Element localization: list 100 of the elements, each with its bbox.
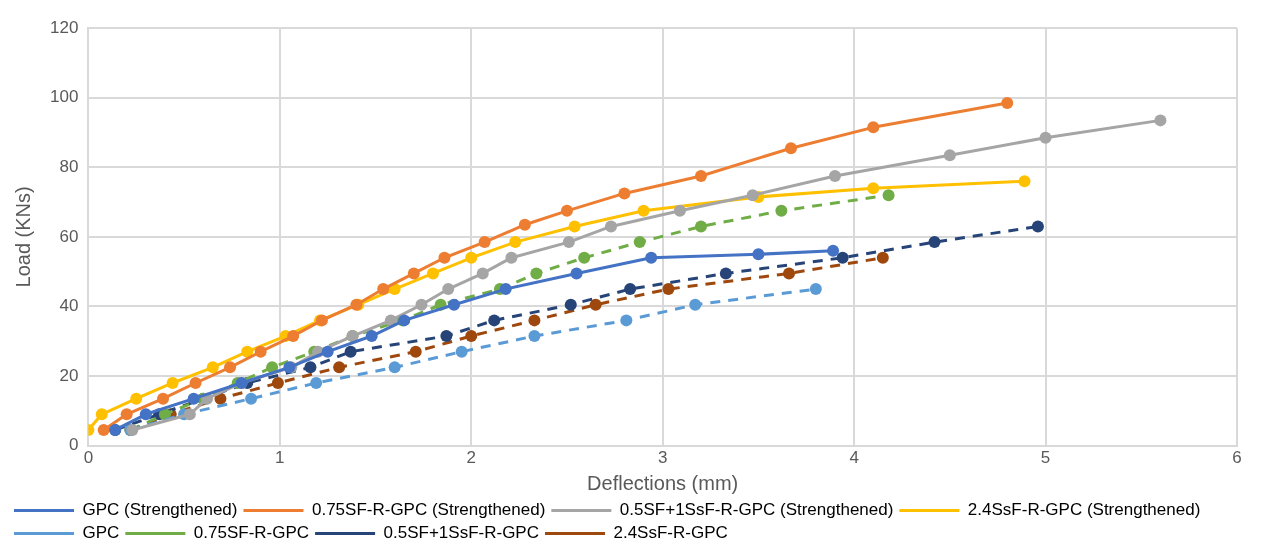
point: [377, 283, 390, 296]
point: [442, 283, 455, 296]
point: [673, 204, 686, 217]
point: [589, 298, 602, 311]
legend-label: GPC (Strengthened): [82, 500, 238, 520]
point: [867, 182, 880, 195]
point: [438, 251, 451, 264]
point: [719, 267, 732, 280]
point: [120, 408, 133, 421]
y-axis-title: Load (KNs): [11, 186, 34, 288]
point: [488, 314, 501, 327]
point: [562, 236, 575, 249]
point: [1031, 220, 1044, 233]
point: [455, 345, 468, 358]
point: [465, 330, 478, 343]
point: [530, 267, 543, 280]
x-tick-label: 3: [657, 448, 668, 468]
point: [645, 251, 658, 264]
point: [827, 244, 840, 257]
point: [783, 267, 796, 280]
point: [310, 376, 323, 389]
point: [1039, 131, 1052, 144]
point: [365, 330, 378, 343]
point: [694, 220, 707, 233]
point: [620, 314, 633, 327]
point: [560, 204, 573, 217]
point: [528, 330, 541, 343]
point: [604, 220, 617, 233]
point: [867, 121, 880, 134]
point: [465, 251, 478, 264]
point: [448, 298, 461, 311]
point: [528, 314, 541, 327]
point: [662, 283, 675, 296]
point: [287, 330, 300, 343]
point: [415, 298, 428, 311]
point: [426, 267, 439, 280]
point: [344, 345, 357, 358]
point: [407, 267, 420, 280]
legend-label: 0.5SF+1SsF-R-GPC (Strengthened): [619, 500, 894, 520]
point: [499, 283, 512, 296]
x-tick-label: 0: [83, 448, 94, 468]
point: [882, 189, 895, 202]
point: [876, 251, 889, 264]
point: [476, 267, 489, 280]
point: [518, 218, 531, 231]
point: [689, 298, 702, 311]
y-tick-label: 80: [59, 157, 79, 177]
x-axis-title: Deflections (mm): [587, 471, 739, 494]
point: [784, 142, 797, 155]
point: [130, 392, 143, 405]
point: [304, 361, 317, 374]
point: [618, 187, 631, 200]
point: [478, 236, 491, 249]
point: [187, 392, 200, 405]
y-tick-label: 120: [49, 17, 79, 37]
y-tick-label: 60: [59, 226, 79, 246]
point: [245, 392, 258, 405]
point: [694, 170, 707, 183]
point: [388, 361, 401, 374]
point: [189, 376, 202, 389]
legend-label: 0.75SF-R-GPC: [193, 523, 310, 543]
point: [570, 267, 583, 280]
point: [97, 423, 110, 436]
legend-label: 0.75SF-R-GPC (Strengthened): [311, 500, 546, 520]
point: [206, 361, 219, 374]
legend-label: 2.4SsF-R-GPC: [613, 523, 728, 543]
point: [254, 345, 267, 358]
x-tick-label: 4: [849, 448, 859, 468]
point: [928, 236, 941, 249]
point: [564, 298, 577, 311]
point: [624, 283, 637, 296]
point: [241, 345, 254, 358]
point: [95, 408, 108, 421]
x-tick-label: 5: [1040, 448, 1051, 468]
point: [271, 376, 284, 389]
x-tick-label: 1: [275, 448, 285, 468]
point: [828, 170, 841, 183]
point: [633, 236, 646, 249]
point: [166, 376, 179, 389]
y-tick-label: 0: [68, 435, 79, 455]
point: [440, 330, 453, 343]
point: [505, 251, 518, 264]
x-tick-label: 2: [466, 448, 476, 468]
point: [409, 345, 422, 358]
point: [836, 251, 849, 264]
point: [943, 149, 956, 162]
x-tick-label: 6: [1232, 448, 1242, 468]
y-tick-label: 40: [59, 296, 79, 316]
legend-label: 0.5SF+1SsF-R-GPC: [383, 523, 539, 543]
point: [333, 361, 346, 374]
point: [1018, 175, 1031, 188]
point: [224, 361, 237, 374]
point: [1154, 114, 1167, 127]
point: [752, 248, 765, 261]
point: [1001, 96, 1014, 109]
y-tick-label: 100: [49, 87, 79, 107]
point: [568, 220, 581, 233]
point: [139, 408, 152, 421]
point: [809, 283, 822, 296]
point: [578, 251, 591, 264]
